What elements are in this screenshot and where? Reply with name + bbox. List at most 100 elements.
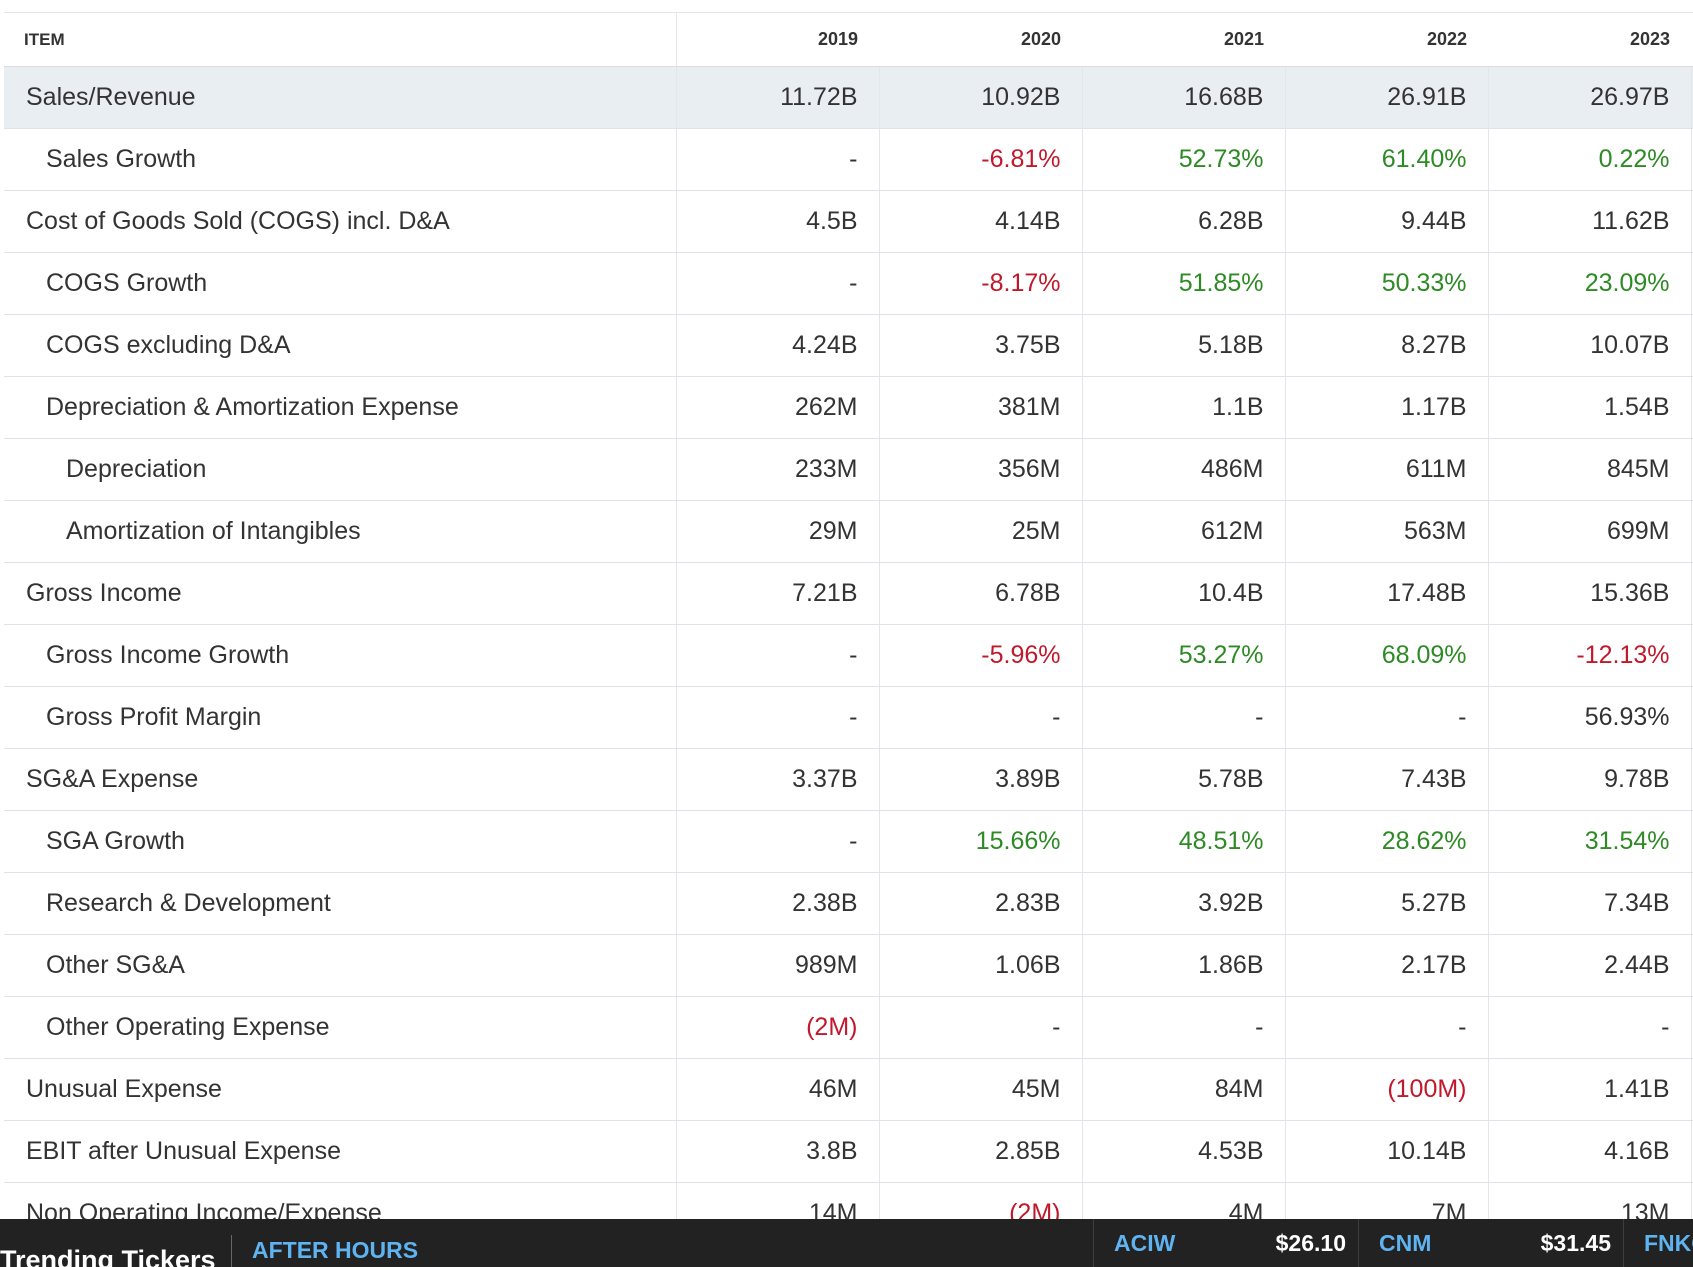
cell-2020: 381M: [879, 376, 1083, 439]
cell-2019: 4.24B: [676, 314, 880, 377]
cell-2022: (100M): [1285, 1058, 1489, 1121]
row-spacer-cell: [1691, 872, 1693, 935]
column-header-2020: 2020: [879, 12, 1082, 67]
cell-2020: (2M): [879, 1182, 1083, 1219]
cell-2023: 9.78B: [1488, 748, 1692, 811]
after-hours-link[interactable]: AFTER HOURS: [252, 1237, 419, 1263]
cell-2020: 356M: [879, 438, 1083, 501]
row-spacer-cell: [1691, 1120, 1693, 1183]
cell-2023: 7.34B: [1488, 872, 1692, 935]
row-label: Non Operating Income/Expense: [4, 1182, 677, 1219]
table-row: Other SG&A 989M 1.06B 1.86B 2.17B 2.44B: [4, 934, 1693, 997]
cell-2021: 1.86B: [1082, 934, 1286, 997]
table-row: Sales Growth - -6.81% 52.73% 61.40% 0.22%: [4, 128, 1693, 191]
cell-2019: 233M: [676, 438, 880, 501]
cell-2021: 1.1B: [1082, 376, 1286, 439]
cell-2023: 26.97B: [1488, 66, 1692, 129]
cell-2020: -6.81%: [879, 128, 1083, 191]
cell-2022: 611M: [1285, 438, 1489, 501]
row-spacer-cell: [1691, 252, 1693, 315]
table-row: EBIT after Unusual Expense 3.8B 2.85B 4.53B…: [4, 1120, 1693, 1183]
cell-2019: 14M: [676, 1182, 880, 1219]
income-statement-table-container: ITEM 2019 2020 2021 2022 2023 Sales/Reve…: [4, 12, 1693, 1219]
cell-2022: 28.62%: [1285, 810, 1489, 873]
cell-2020: 4.14B: [879, 190, 1083, 253]
table-row: Gross Income Growth - -5.96% 53.27% 68.09% -1…: [4, 624, 1693, 687]
cell-2023: 4.16B: [1488, 1120, 1692, 1183]
cell-2022: 17.48B: [1285, 562, 1489, 625]
cell-2023: 15.36B: [1488, 562, 1692, 625]
row-label: Sales/Revenue: [4, 66, 677, 129]
cell-2021: 4.53B: [1082, 1120, 1286, 1183]
cell-2023: 23.09%: [1488, 252, 1692, 315]
table-row: Other Operating Expense (2M) - - - -: [4, 996, 1693, 1059]
cell-2023: 0.22%: [1488, 128, 1692, 191]
cell-2019: 262M: [676, 376, 880, 439]
cell-2020: 3.89B: [879, 748, 1083, 811]
cell-2023: -12.13%: [1488, 624, 1692, 687]
row-label: Sales Growth: [4, 128, 677, 191]
cell-2023: 13M: [1488, 1182, 1692, 1219]
table-body: Sales/Revenue 11.72B 10.92B 16.68B 26.91B 26.…: [4, 66, 1693, 1219]
cell-2022: 50.33%: [1285, 252, 1489, 315]
cell-2023: 10.07B: [1488, 314, 1692, 377]
ticker-symbol[interactable]: FNKO: [1644, 1229, 1693, 1256]
cell-2019: -: [676, 624, 880, 687]
cell-2023: 31.54%: [1488, 810, 1692, 873]
ticker-list: ACIW $26.10 CNM $31.45 FNKO: [1093, 1219, 1693, 1267]
cell-2019: 2.38B: [676, 872, 880, 935]
row-label: Research & Development: [4, 872, 677, 935]
column-header-2021: 2021: [1082, 12, 1285, 67]
cell-2021: 3.92B: [1082, 872, 1286, 935]
row-spacer-cell: [1691, 996, 1693, 1059]
ticker-price: $26.10: [1275, 1229, 1346, 1256]
cell-2022: 7.43B: [1285, 748, 1489, 811]
ticker-symbol[interactable]: ACIW: [1114, 1229, 1176, 1256]
ticker-item[interactable]: ACIW $26.10: [1093, 1219, 1358, 1267]
cell-2022: 5.27B: [1285, 872, 1489, 935]
row-spacer-cell: [1691, 438, 1693, 501]
row-spacer-cell: [1691, 934, 1693, 997]
cell-2020: 6.78B: [879, 562, 1083, 625]
cell-2020: -: [879, 996, 1083, 1059]
cell-2019: -: [676, 252, 880, 315]
ticker-item[interactable]: CNM $31.45: [1358, 1219, 1623, 1267]
row-label: Gross Income: [4, 562, 677, 625]
row-label: Gross Income Growth: [4, 624, 677, 687]
cell-2023: 11.62B: [1488, 190, 1692, 253]
ticker-bar-divider: [231, 1235, 232, 1267]
row-spacer-cell: [1691, 562, 1693, 625]
table-header-row: ITEM 2019 2020 2021 2022 2023: [4, 12, 1693, 67]
row-label: Gross Profit Margin: [4, 686, 677, 749]
cell-2020: -5.96%: [879, 624, 1083, 687]
row-spacer-cell: [1691, 1058, 1693, 1121]
cell-2022: 9.44B: [1285, 190, 1489, 253]
row-label: COGS Growth: [4, 252, 677, 315]
table-row: Gross Income 7.21B 6.78B 10.4B 17.48B 15.36B: [4, 562, 1693, 625]
cell-2022: 563M: [1285, 500, 1489, 563]
cell-2020: 45M: [879, 1058, 1083, 1121]
trending-tickers-bar: Trending Tickers AFTER HOURS ACIW $26.10 C…: [0, 1219, 1693, 1267]
row-label: COGS excluding D&A: [4, 314, 677, 377]
ticker-symbol[interactable]: CNM: [1379, 1229, 1432, 1256]
cell-2019: 4.5B: [676, 190, 880, 253]
cell-2021: -: [1082, 686, 1286, 749]
cell-2021: 53.27%: [1082, 624, 1286, 687]
cell-2020: 2.85B: [879, 1120, 1083, 1183]
table-row: COGS excluding D&A 4.24B 3.75B 5.18B 8.27B 10…: [4, 314, 1693, 377]
row-spacer-cell: [1691, 1182, 1693, 1219]
cell-2019: 29M: [676, 500, 880, 563]
row-label: Other Operating Expense: [4, 996, 677, 1059]
cell-2023: 1.41B: [1488, 1058, 1692, 1121]
row-label: Cost of Goods Sold (COGS) incl. D&A: [4, 190, 677, 253]
cell-2020: 10.92B: [879, 66, 1083, 129]
cell-2019: -: [676, 128, 880, 191]
column-header-2022: 2022: [1285, 12, 1488, 67]
cell-2019: 46M: [676, 1058, 880, 1121]
table-row: SGA Growth -15.66% 48.51% 28.62% 31.54%: [4, 810, 1693, 873]
table-row: Gross Profit Margin - - - -56.93%: [4, 686, 1693, 749]
ticker-item[interactable]: FNKO: [1623, 1219, 1693, 1267]
table-row: Research & Development 2.38B 2.83B 3.92B 5.2…: [4, 872, 1693, 935]
cell-2021: 5.18B: [1082, 314, 1286, 377]
